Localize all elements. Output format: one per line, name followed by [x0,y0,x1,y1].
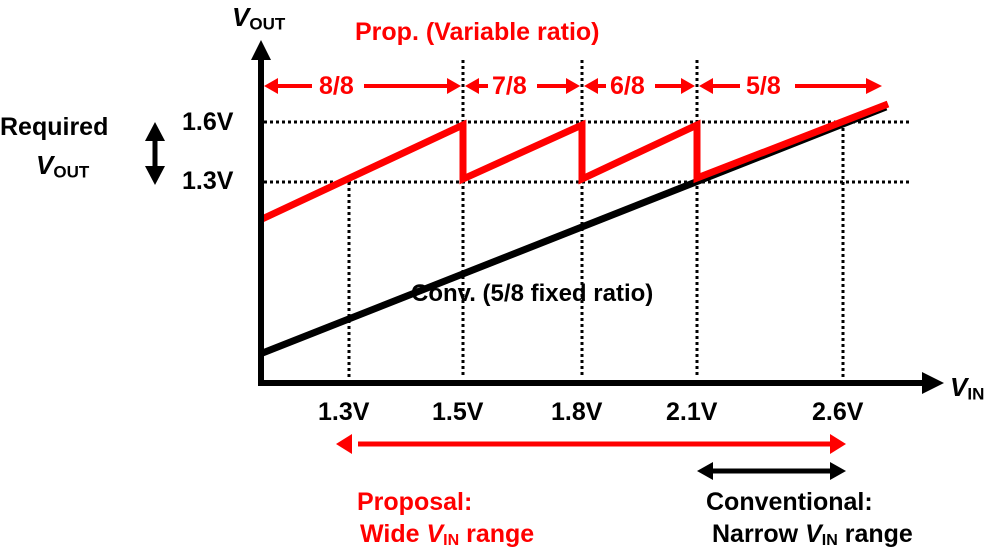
required-label: Required [0,113,109,141]
conventional-range-v-sub: IN [821,532,838,550]
x-tick-2.1v: 2.1V [666,398,718,426]
required-v-main: V [36,150,54,180]
proposal-sawtooth [258,100,890,224]
x-tick-2.6v: 2.6V [812,398,864,426]
x-axis-label: VIN [950,372,984,404]
ratio-label-5-8: 5/8 [746,72,781,100]
proposal-range-arrow [336,434,846,454]
arrow-right-icon [566,78,580,94]
conventional-range-pre: Narrow [712,520,806,548]
arrow-right-icon [681,78,695,94]
proposal-range-pre: Wide [360,520,427,548]
conventional-range-post: range [837,520,913,548]
proposal-range-post: range [459,520,535,548]
arrow-right-icon [866,78,882,94]
y-tick-1.6v: 1.6V [182,108,234,136]
y-axis-label: VOUT [232,2,285,34]
conventional-range-v: V [805,520,822,548]
proposal-range-v-sub: IN [443,532,460,550]
axes [251,40,944,394]
y-tick-1.3v: 1.3V [182,167,234,195]
y-axis-label-sub: OUT [249,14,286,34]
x-tick-1.5v: 1.5V [432,398,484,426]
arrow-right-icon [830,434,846,454]
arrow-left-icon [584,78,598,94]
x-axis-label-sub: IN [967,384,985,404]
arrow-left-icon [699,78,713,94]
y-axis-arrow-icon [251,40,271,60]
required-v-sub: OUT [53,162,90,182]
arrow-left-icon [336,434,352,454]
ratio-arrows [264,78,882,94]
conventional-range-line1: Conventional: [706,488,873,516]
reference-grid [264,60,912,378]
required-vout-double-arrow-icon [145,122,165,185]
conventional-range-arrow [697,462,846,480]
arrow-left-icon [264,78,278,94]
proposal-range-line2: Wide VIN range [360,520,534,550]
y-axis-label-main: V [232,2,250,32]
proposal-range-v: V [426,520,444,548]
x-axis-arrow-icon [922,372,944,394]
ratio-label-8-8: 8/8 [319,72,354,100]
required-vout-label: VOUT [36,150,89,182]
proposal-range-line1: Proposal: [357,488,473,516]
conventional-title: Conv. (5/8 fixed ratio) [411,280,654,307]
arrow-right-icon [830,462,846,480]
proposal-title: Prop. (Variable ratio) [355,18,600,46]
arrow-left-icon [465,78,479,94]
x-tick-1.3v: 1.3V [318,398,370,426]
conventional-range-line2: Narrow VIN range [712,520,913,550]
arrow-left-icon [697,462,713,480]
arrow-right-icon [447,78,461,94]
ratio-label-7-8: 7/8 [492,72,527,100]
x-tick-1.8v: 1.8V [551,398,603,426]
ratio-label-6-8: 6/8 [610,72,645,100]
x-axis-label-main: V [950,372,968,402]
